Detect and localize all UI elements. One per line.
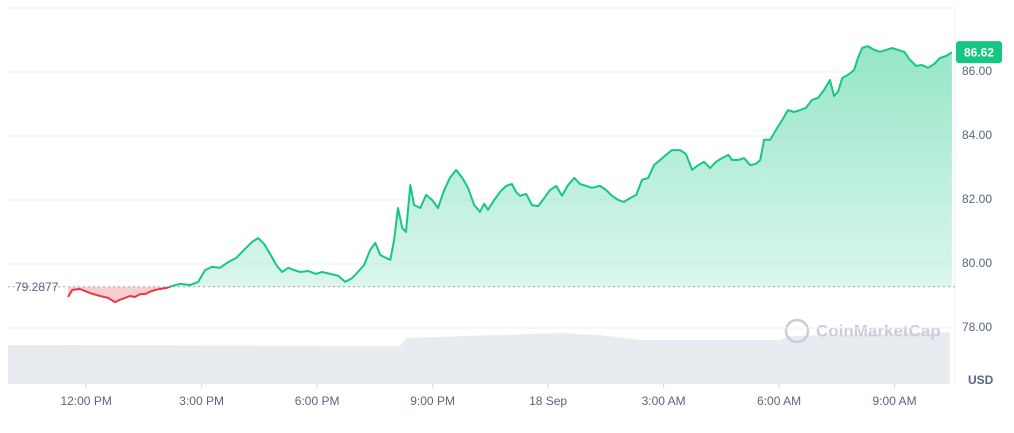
x-tick-label: 3:00 PM [179,394,224,408]
y-tick-label: 86.00 [962,64,992,78]
x-tick-label: 3:00 AM [642,394,686,408]
price-badge [956,41,1002,64]
x-tick-label: 9:00 PM [410,394,455,408]
y-tick-label: 82.00 [962,192,992,206]
watermark-logo [784,318,810,344]
x-tick-label: 6:00 PM [295,394,340,408]
y-tick-label: 84.00 [962,128,992,142]
x-tick-label: 9:00 AM [873,394,917,408]
y-tick-label: 78.00 [962,320,992,334]
area-up [169,46,952,287]
watermark-text: CoinMarketCap [816,321,941,340]
price-line [67,45,953,304]
price-label: 86.62 [964,45,994,59]
x-tick-label: 6:00 AM [757,394,801,408]
x-tick-label: 12:00 PM [60,394,111,408]
x-tick-label: 18 Sep [529,394,567,408]
volume-area [8,332,950,384]
baseline-label: 79.2877 [15,280,59,294]
currency-label: USD [968,373,994,387]
watermark: CoinMarketCap [784,318,941,344]
y-tick-label: 80.00 [962,256,992,270]
area-down [68,286,952,303]
